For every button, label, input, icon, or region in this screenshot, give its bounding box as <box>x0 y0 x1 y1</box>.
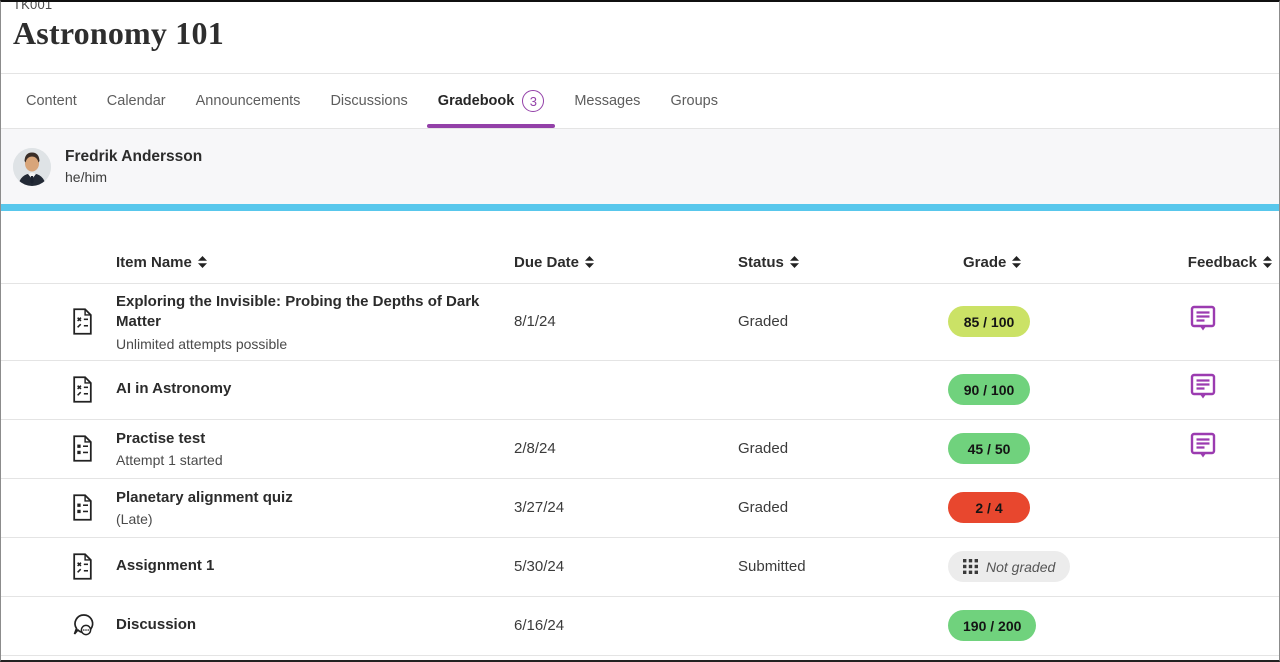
due-date: 2/8/24 <box>514 440 556 457</box>
assignment-document-icon <box>73 435 92 462</box>
feedback-button[interactable] <box>1189 304 1217 334</box>
grade-value: 190 / 200 <box>963 617 1022 634</box>
sort-icon <box>1012 256 1022 268</box>
grade-pill: 85 / 100 <box>948 306 1030 338</box>
status: Graded <box>738 440 789 457</box>
test-document-icon <box>73 376 92 403</box>
course-id: TK001 <box>13 2 53 12</box>
tab-messages[interactable]: Messages <box>559 74 655 128</box>
due-date: 5/30/24 <box>514 558 565 575</box>
tab-calendar[interactable]: Calendar <box>92 74 181 128</box>
grade-value: 2 / 4 <box>975 499 1003 516</box>
item-name[interactable]: Practise test <box>116 429 206 447</box>
column-label: Due Date <box>514 253 580 271</box>
table-row[interactable]: Planetary alignment quiz (Late) 3/27/24 … <box>1 479 1279 538</box>
tab-count-badge: 3 <box>522 90 545 112</box>
active-student-strip <box>1 204 1279 211</box>
student-pronouns: he/him <box>65 169 108 185</box>
due-date: 6/16/24 <box>514 617 565 634</box>
column-header-grade[interactable]: Grade <box>946 254 1176 271</box>
status: Submitted <box>738 558 806 575</box>
grade-pill: 45 / 50 <box>948 433 1030 464</box>
tab-label: Groups <box>670 93 718 109</box>
column-label: Feedback <box>1187 253 1257 271</box>
tab-label: Calendar <box>106 93 166 109</box>
grade-pill: Not graded <box>948 551 1071 582</box>
due-date: 3/27/24 <box>514 499 565 516</box>
grade-pill: 90 / 100 <box>948 374 1030 405</box>
grade-pill: 190 / 200 <box>948 610 1037 641</box>
avatar <box>13 147 51 186</box>
feedback-comment-icon <box>1190 432 1216 458</box>
sort-icon <box>585 256 595 268</box>
item-subtitle: Unlimited attempts possible <box>116 335 288 352</box>
avatar-photo-icon <box>13 147 51 186</box>
page-title: Astronomy 101 <box>13 15 224 51</box>
test-document-icon <box>73 308 92 335</box>
feedback-comment-icon <box>1190 306 1216 331</box>
item-subtitle: Attempt 1 started <box>116 452 223 469</box>
feedback-button[interactable] <box>1189 431 1217 461</box>
gradebook-rows: Exploring the Invisible: Probing the Dep… <box>1 284 1279 656</box>
status: Graded <box>738 499 789 516</box>
sort-icon <box>197 256 207 268</box>
due-date: 8/1/24 <box>514 313 556 331</box>
column-header-due-date[interactable]: Due Date <box>514 254 738 271</box>
grade-value: 45 / 50 <box>967 440 1011 457</box>
table-row[interactable]: Discussion 6/16/24 190 / 200 <box>1 597 1279 656</box>
feedback-comment-icon <box>1190 373 1216 399</box>
grade-value: 90 / 100 <box>963 381 1015 398</box>
tab-gradebook[interactable]: Gradebook 3 <box>423 74 560 128</box>
grade-value: 85 / 100 <box>963 313 1015 330</box>
status: Graded <box>738 313 789 331</box>
tab-announcements[interactable]: Announcements <box>181 74 316 128</box>
student-header: Fredrik Andersson he/him <box>1 129 1279 204</box>
tab-label: Content <box>26 93 77 109</box>
column-header-feedback[interactable]: Feedback <box>1176 254 1279 271</box>
column-header-item-name[interactable]: Item Name <box>116 254 514 271</box>
test-document-icon <box>73 553 92 580</box>
sort-icon <box>789 256 799 268</box>
gradebook-table-header: Item Name Due Date Status Grade Feedback <box>1 241 1279 284</box>
sort-icon <box>1263 256 1272 268</box>
item-name[interactable]: Planetary alignment quiz <box>116 488 293 506</box>
column-label: Status <box>738 253 784 271</box>
item-name[interactable]: Discussion <box>116 616 197 634</box>
table-row[interactable]: Exploring the Invisible: Probing the Dep… <box>1 284 1279 361</box>
item-subtitle: (Late) <box>116 511 153 528</box>
student-name: Fredrik Andersson <box>65 148 203 165</box>
tab-label: Announcements <box>195 93 301 109</box>
discussion-bubble-icon <box>73 614 94 636</box>
table-row[interactable]: Assignment 1 5/30/24 Submitted Not grade… <box>1 538 1279 597</box>
item-name[interactable]: Exploring the Invisible: Probing the Dep… <box>116 293 480 331</box>
tab-label: Messages <box>574 93 641 109</box>
grade-pill: 2 / 4 <box>948 492 1030 523</box>
feedback-button[interactable] <box>1189 372 1217 402</box>
tab-label: Gradebook <box>437 93 515 109</box>
grade-value: Not graded <box>986 558 1056 575</box>
table-row[interactable]: AI in Astronomy 90 / 100 <box>1 361 1279 420</box>
table-row[interactable]: Practise test Attempt 1 started 2/8/24 G… <box>1 420 1279 479</box>
tab-groups[interactable]: Groups <box>655 74 733 128</box>
tab-label: Discussions <box>330 93 408 109</box>
item-name[interactable]: AI in Astronomy <box>116 380 232 398</box>
item-name[interactable]: Assignment 1 <box>116 557 215 575</box>
tab-discussions[interactable]: Discussions <box>315 74 422 128</box>
tab-content[interactable]: Content <box>11 74 92 128</box>
column-label: Grade <box>963 253 1007 271</box>
course-tabbar: Content Calendar Announcements Discussio… <box>1 74 1279 129</box>
rubric-grid-icon <box>963 559 978 574</box>
assignment-document-icon <box>73 494 92 521</box>
gradebook-table: Item Name Due Date Status Grade Feedback <box>1 241 1279 656</box>
column-label: Item Name <box>116 253 192 271</box>
course-header: TK001 Astronomy 101 <box>1 2 1279 74</box>
column-header-status[interactable]: Status <box>738 254 946 271</box>
